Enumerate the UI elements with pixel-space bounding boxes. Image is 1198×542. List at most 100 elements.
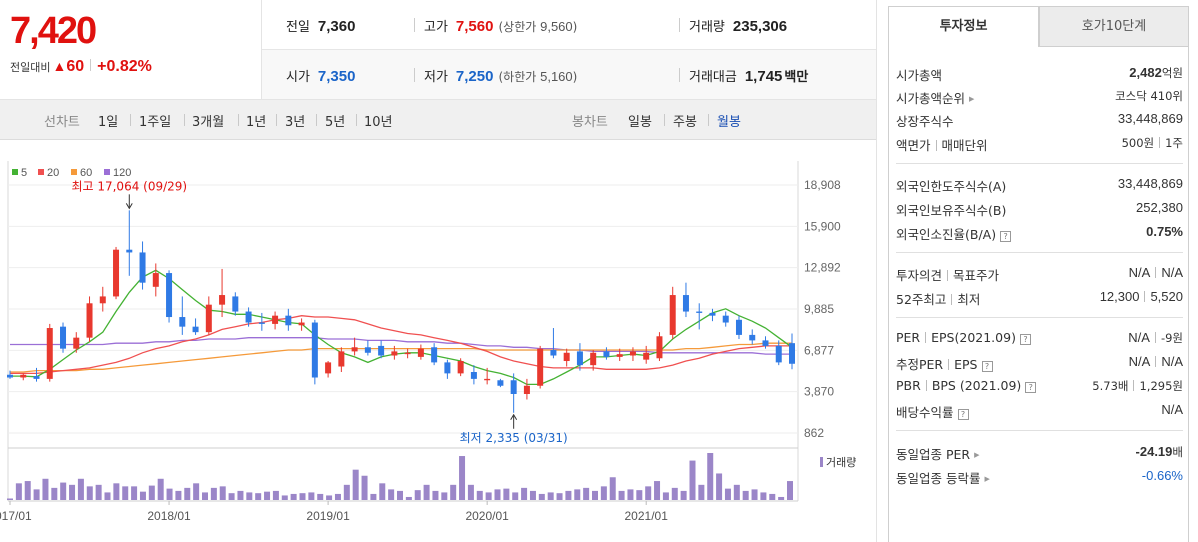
volume-bar — [618, 490, 625, 500]
volume-bar — [680, 490, 687, 500]
period-10y[interactable]: 10년 — [364, 115, 393, 130]
volume-bar — [184, 487, 191, 500]
candle-body — [391, 351, 398, 356]
info-row-sector-change[interactable]: 동일업종 등락률 ▶ -0.66% — [896, 468, 1183, 486]
volume-bar — [370, 493, 377, 500]
ma60-line — [10, 342, 792, 373]
y-tick-label: 15,900 — [804, 219, 841, 233]
volume-bar — [778, 496, 785, 500]
volume-bar — [547, 492, 554, 500]
divider — [414, 18, 415, 32]
help-icon[interactable]: ? — [1019, 334, 1031, 345]
volume-bar — [600, 486, 607, 500]
period-daily[interactable]: 일봉 — [628, 115, 652, 130]
volume-bar — [139, 491, 146, 500]
info-tabs: 투자정보 호가10단계 — [888, 6, 1189, 47]
legend-swatch — [12, 169, 18, 175]
volume-bar — [698, 484, 705, 500]
volume-legend-label: 거래량 — [826, 456, 856, 469]
volume-bar — [334, 493, 341, 500]
volume-bar — [733, 484, 740, 500]
candle-body — [444, 362, 451, 374]
candle-body — [20, 374, 27, 378]
tab-investment-info[interactable]: 투자정보 — [888, 6, 1039, 47]
period-1y[interactable]: 1년 — [246, 115, 267, 130]
volume-bar — [113, 483, 120, 500]
volume-bar — [148, 485, 155, 500]
candle-body — [192, 326, 199, 333]
candlestick-chart: 18,908 15,900 12,892 9,885 6,877 3,870 862 2017… — [0, 161, 856, 523]
period-5y[interactable]: 5년 — [325, 115, 346, 130]
help-icon[interactable]: ? — [1025, 382, 1037, 393]
open-price: 시가 7,350 — [286, 68, 356, 85]
quote-summary: 전일 7,360 고가 7,560 (상한가 9,560) 거래량 235,306 시가… — [262, 0, 876, 100]
candle-body — [404, 352, 411, 355]
candle-body — [523, 385, 530, 394]
volume-bar — [77, 478, 84, 500]
volume-bar — [671, 487, 678, 500]
volume-bar — [210, 487, 217, 500]
volume: 거래량 235,306 — [689, 18, 788, 35]
x-tick-label: 2021/01 — [625, 509, 669, 523]
volume-bar — [42, 478, 49, 500]
divider — [679, 68, 680, 82]
info-row-sector-per[interactable]: 동일업종 PER ▶ -24.19배 — [896, 444, 1183, 462]
volume-bar — [379, 483, 386, 500]
candle-body — [378, 345, 385, 356]
min-price-annotation: 최저 2,335 (03/31) — [460, 431, 568, 445]
volume-bar — [556, 493, 563, 500]
volume-bar — [538, 493, 545, 500]
info-row-face-value: 액면가 매매단위 500원 1주 — [896, 136, 1183, 153]
chart-period-bar: 선차트 1일 1주일 3개월 1년 3년 5년 10년 봉차트 일봉 주봉 월봉 — [0, 100, 876, 140]
volume-bar — [512, 492, 519, 500]
help-icon[interactable]: ? — [957, 409, 969, 420]
volume-bar — [290, 493, 297, 500]
candle-body — [46, 328, 53, 379]
help-icon[interactable]: ? — [1000, 231, 1012, 242]
period-3m[interactable]: 3개월 — [192, 115, 225, 130]
volume-bar — [627, 489, 634, 500]
info-row-market-cap-rank[interactable]: 시가총액순위 ▶ 코스닥 410위 — [896, 89, 1183, 106]
change-amount: 60 — [66, 58, 85, 75]
period-weekly[interactable]: 주봉 — [673, 115, 697, 130]
info-row-foreign-held: 외국인보유주식수(B) 252,380 — [896, 200, 1183, 218]
period-3y[interactable]: 3년 — [285, 115, 306, 130]
quote-row-1: 전일 7,360 고가 7,560 (상한가 9,560) 거래량 235,306 — [262, 0, 876, 50]
volume-bar — [441, 492, 448, 500]
volume-bar — [494, 489, 501, 500]
volume-bar — [246, 492, 253, 500]
volume-bar — [264, 491, 271, 500]
quote-row-2: 시가 7,350 저가 7,250 (하한가 5,160) 거래대금 1,745 백만 — [262, 50, 876, 100]
x-tick-label: 2017/01 — [0, 509, 32, 523]
volume-bar — [769, 493, 776, 500]
candle-body — [775, 345, 782, 363]
info-row-per: PER EPS(2021.09)? N/A -9원 — [896, 330, 1183, 345]
candle-body — [86, 303, 93, 338]
candle-body — [351, 347, 358, 352]
volume-bar — [343, 484, 350, 500]
candle-body — [669, 295, 676, 335]
legend-swatch — [104, 169, 110, 175]
help-icon[interactable]: ? — [981, 361, 993, 372]
change-percent: +0.82% — [97, 58, 152, 75]
info-row-market-cap: 시가총액 2,482억원 — [896, 65, 1183, 83]
legend-label: 60 — [80, 167, 92, 179]
period-1w[interactable]: 1주일 — [139, 115, 172, 130]
volume-bar — [432, 490, 439, 500]
candle-body — [470, 372, 477, 379]
period-monthly[interactable]: 월봉 — [717, 115, 741, 130]
period-1d[interactable]: 1일 — [98, 115, 119, 130]
volume-bar — [467, 484, 474, 500]
volume-bar — [272, 490, 279, 500]
info-row-foreign-ratio: 외국인소진율(B/A)? 0.75% — [896, 224, 1183, 242]
candle-body — [245, 311, 252, 323]
line-chart-label: 선차트 — [44, 115, 80, 130]
candle-body — [643, 352, 650, 360]
volume-bar — [636, 490, 643, 500]
tab-order-book[interactable]: 호가10단계 — [1039, 6, 1189, 47]
info-row-foreign-limit: 외국인한도주식수(A) 33,448,869 — [896, 176, 1183, 194]
candle-body — [417, 348, 424, 357]
candle-body — [457, 361, 464, 374]
volume-bar — [361, 475, 368, 500]
candle-body — [113, 249, 120, 297]
